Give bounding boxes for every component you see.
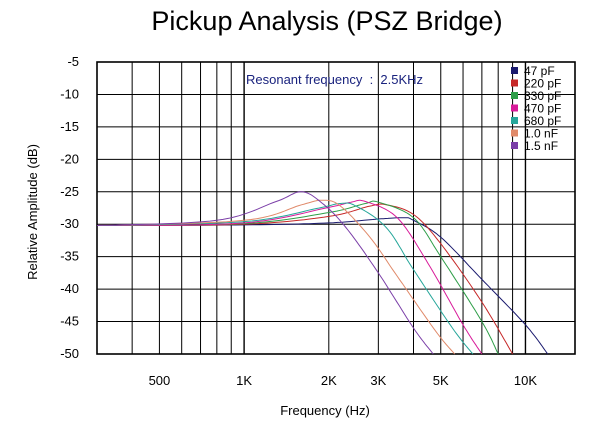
y-axis-label: Relative Amplitude (dB) [25, 144, 40, 280]
grid [96, 61, 576, 355]
series-line [96, 202, 474, 355]
legend-label: 330 pF [524, 89, 561, 103]
legend-swatch [511, 129, 518, 137]
series-line [97, 217, 549, 355]
series-line [97, 200, 499, 355]
series-line [96, 191, 434, 355]
x-tick-label: 10K [514, 373, 537, 388]
y-tick-label: -10 [60, 86, 79, 101]
x-axis-label: Frequency (Hz) [280, 403, 370, 418]
y-tick-label: -5 [67, 54, 79, 69]
chart-title: Pickup Analysis (PSZ Bridge) [151, 6, 502, 36]
legend-swatch [511, 117, 518, 124]
y-tick-label: -35 [60, 249, 79, 264]
legend-label: 680 pF [524, 114, 561, 128]
y-tick-label: -25 [60, 184, 79, 199]
legend-label: 1.5 nF [524, 139, 558, 153]
x-tick-label: 3K [370, 373, 386, 388]
legend-swatch [511, 104, 518, 112]
y-tick-label: -20 [60, 151, 79, 166]
x-tick-label: 2K [321, 373, 337, 388]
x-tick-label: 1K [236, 373, 252, 388]
legend-label: 220 pF [524, 77, 561, 91]
y-tick-label: -50 [60, 346, 79, 361]
series-line [96, 199, 455, 355]
legend-swatch [511, 92, 518, 99]
y-tick-label: -30 [60, 216, 79, 231]
y-tick-label: -15 [60, 119, 79, 134]
x-tick-label: 5K [433, 373, 449, 388]
y-tick-label: -40 [60, 281, 79, 296]
tick-labels: -5 -10 -15 -20 -25 -30 -35 -40 -45 -50 500 1K 2K 3K 5K… [60, 54, 537, 388]
series-line [96, 199, 483, 355]
resonance-annotation: Resonant frequency : 2.5KHz [246, 72, 423, 87]
legend-swatch [511, 142, 518, 149]
x-tick-label: 500 [149, 373, 171, 388]
legend-swatch [511, 79, 518, 87]
plot-frame [96, 61, 576, 355]
y-tick-label: -45 [60, 314, 79, 329]
legend-label: 47 pF [524, 64, 555, 78]
legend-swatch [511, 67, 518, 74]
series-layer [96, 191, 549, 355]
legend-label: 1.0 nF [524, 127, 558, 141]
legend-label: 470 pF [524, 102, 561, 116]
